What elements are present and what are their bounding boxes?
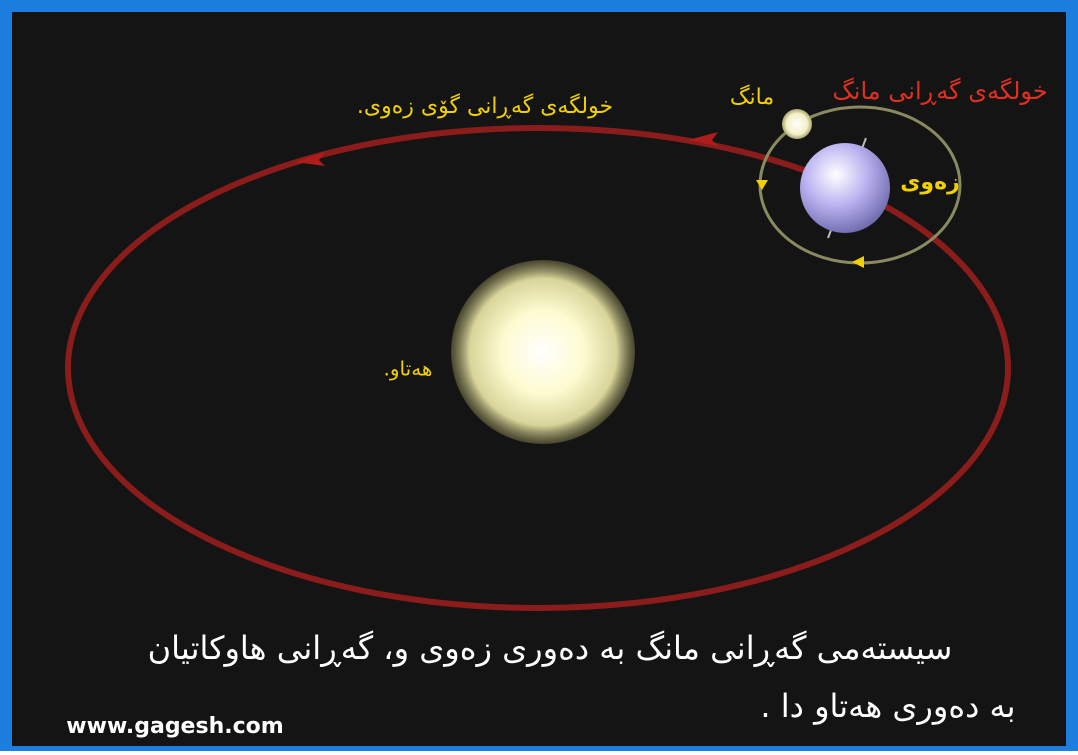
moon-label: مانگ <box>730 84 774 110</box>
moon-orbit-label: خولگەی گەڕانی مانگ <box>832 77 1047 105</box>
sun-label: هەتاو. <box>384 357 433 381</box>
orbit-arrow <box>688 132 718 146</box>
caption-line: بە دەوری هەتاو دا . <box>760 687 1015 725</box>
earth-label: زەوی <box>900 170 960 195</box>
moon-orbit-arrow <box>852 256 864 268</box>
moon <box>782 109 812 139</box>
earth-orbit-label: خولگەی گەڕانی گۆی زەوی. <box>357 93 613 119</box>
caption-line: سیستەمی گەڕانی مانگ بە دەوری زەوی و، گەڕ… <box>148 629 953 667</box>
orbit-arrow <box>295 152 325 166</box>
earth <box>800 143 890 233</box>
sun <box>451 260 635 444</box>
earth-orbit <box>65 125 1011 611</box>
website: www.gagesh.com <box>66 714 283 739</box>
moon-orbit-arrow <box>756 180 768 190</box>
